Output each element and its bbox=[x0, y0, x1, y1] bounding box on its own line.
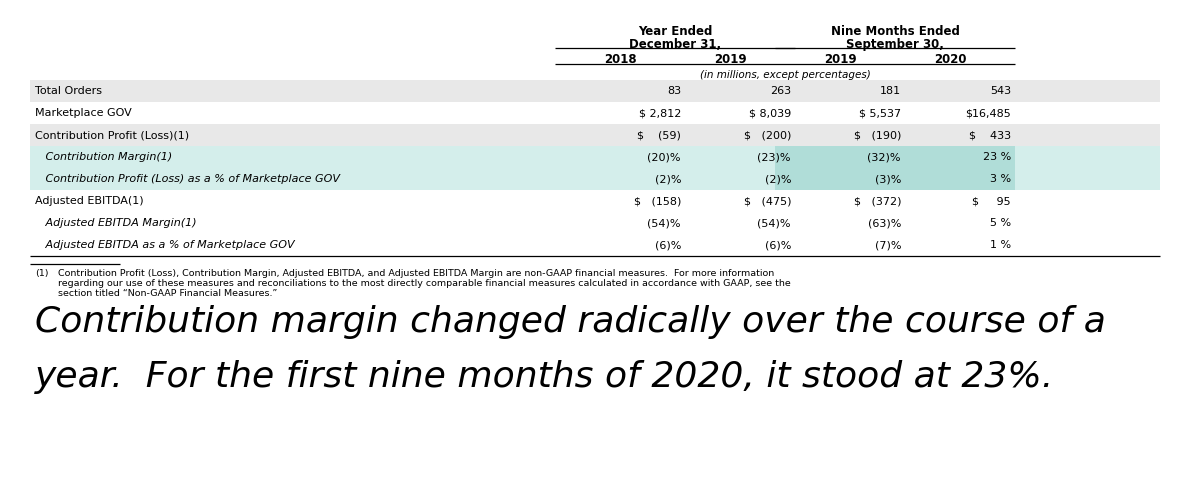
Bar bbox=[30, 124, 1160, 146]
Text: (3)%: (3)% bbox=[875, 174, 901, 184]
Text: 2020: 2020 bbox=[934, 53, 966, 66]
Bar bbox=[30, 234, 1160, 256]
Bar bbox=[30, 80, 1160, 102]
Text: (54)%: (54)% bbox=[757, 218, 791, 228]
Text: Nine Months Ended: Nine Months Ended bbox=[830, 25, 960, 38]
Text: $   (372): $ (372) bbox=[853, 196, 901, 206]
Text: 543: 543 bbox=[990, 86, 1010, 96]
Text: 2019: 2019 bbox=[823, 53, 857, 66]
Text: 181: 181 bbox=[880, 86, 901, 96]
Text: (6)%: (6)% bbox=[655, 240, 682, 250]
Bar bbox=[886, 168, 1015, 190]
Text: Contribution Margin(1): Contribution Margin(1) bbox=[35, 152, 173, 162]
Text: Adjusted EBITDA Margin(1): Adjusted EBITDA Margin(1) bbox=[35, 218, 197, 228]
Bar bbox=[30, 146, 1160, 168]
Text: $    433: $ 433 bbox=[968, 130, 1010, 140]
Text: (in millions, except percentages): (in millions, except percentages) bbox=[700, 70, 870, 80]
Text: (2)%: (2)% bbox=[764, 174, 791, 184]
Text: Total Orders: Total Orders bbox=[35, 86, 102, 96]
Text: 23 %: 23 % bbox=[983, 152, 1010, 162]
Text: 2019: 2019 bbox=[714, 53, 746, 66]
Bar bbox=[30, 190, 1160, 212]
Text: 2018: 2018 bbox=[604, 53, 636, 66]
Text: (32)%: (32)% bbox=[868, 152, 901, 162]
Text: $   (190): $ (190) bbox=[853, 130, 901, 140]
Text: 5 %: 5 % bbox=[990, 218, 1010, 228]
Bar bbox=[775, 146, 905, 168]
Text: Marketplace GOV: Marketplace GOV bbox=[35, 108, 132, 118]
Text: Contribution Profit (Loss), Contribution Margin, Adjusted EBITDA, and Adjusted E: Contribution Profit (Loss), Contribution… bbox=[58, 269, 774, 278]
Text: regarding our use of these measures and reconciliations to the most directly com: regarding our use of these measures and … bbox=[58, 279, 791, 288]
Text: (7)%: (7)% bbox=[875, 240, 901, 250]
Text: (63)%: (63)% bbox=[868, 218, 901, 228]
Text: (54)%: (54)% bbox=[648, 218, 682, 228]
Text: (20)%: (20)% bbox=[648, 152, 682, 162]
Text: Year Ended: Year Ended bbox=[638, 25, 712, 38]
Bar bbox=[30, 212, 1160, 234]
Text: $ 8,039: $ 8,039 bbox=[749, 108, 791, 118]
Bar bbox=[775, 168, 905, 190]
Text: September 30,: September 30, bbox=[846, 38, 944, 51]
Text: 1 %: 1 % bbox=[990, 240, 1010, 250]
Text: 263: 263 bbox=[770, 86, 791, 96]
Text: $   (158): $ (158) bbox=[634, 196, 682, 206]
Text: 83: 83 bbox=[667, 86, 682, 96]
Bar bbox=[886, 146, 1015, 168]
Text: 3 %: 3 % bbox=[990, 174, 1010, 184]
Text: (6)%: (6)% bbox=[764, 240, 791, 250]
Text: $    (59): $ (59) bbox=[637, 130, 682, 140]
Text: (2)%: (2)% bbox=[654, 174, 682, 184]
Text: $   (200): $ (200) bbox=[744, 130, 791, 140]
Text: $ 5,537: $ 5,537 bbox=[859, 108, 901, 118]
Text: year.  For the first nine months of 2020, it stood at 23%.: year. For the first nine months of 2020,… bbox=[35, 360, 1055, 394]
Text: $ 2,812: $ 2,812 bbox=[638, 108, 682, 118]
Text: Adjusted EBITDA(1): Adjusted EBITDA(1) bbox=[35, 196, 144, 206]
Text: (1): (1) bbox=[35, 269, 48, 278]
Text: Contribution margin changed radically over the course of a: Contribution margin changed radically ov… bbox=[35, 305, 1106, 339]
Text: $   (475): $ (475) bbox=[744, 196, 791, 206]
Text: Adjusted EBITDA as a % of Marketplace GOV: Adjusted EBITDA as a % of Marketplace GO… bbox=[35, 240, 295, 250]
Text: December 31,: December 31, bbox=[629, 38, 721, 51]
Text: Contribution Profit (Loss) as a % of Marketplace GOV: Contribution Profit (Loss) as a % of Mar… bbox=[35, 174, 340, 184]
Text: (23)%: (23)% bbox=[757, 152, 791, 162]
Text: $16,485: $16,485 bbox=[965, 108, 1010, 118]
Text: section titled “Non-GAAP Financial Measures.”: section titled “Non-GAAP Financial Measu… bbox=[58, 289, 277, 298]
Bar bbox=[30, 102, 1160, 124]
Text: Contribution Profit (Loss)(1): Contribution Profit (Loss)(1) bbox=[35, 130, 190, 140]
Text: $     95: $ 95 bbox=[972, 196, 1010, 206]
Bar bbox=[30, 168, 1160, 190]
